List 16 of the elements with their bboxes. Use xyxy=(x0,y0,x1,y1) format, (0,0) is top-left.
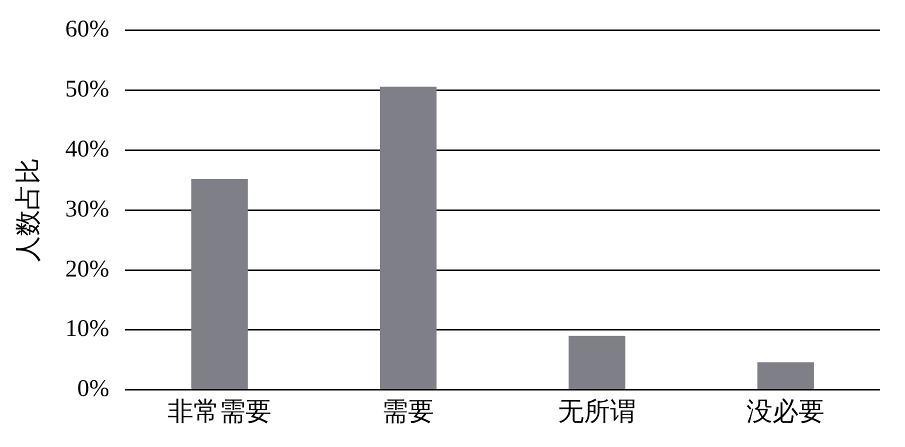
y-tick-label: 30% xyxy=(65,196,110,222)
bar xyxy=(568,336,626,390)
y-tick-label: 60% xyxy=(65,16,110,43)
y-tick-label: 10% xyxy=(65,316,110,342)
y-axis-title: 人数占比 xyxy=(13,158,42,262)
x-tick-label: 需要 xyxy=(382,397,434,426)
x-tick-label: 无所谓 xyxy=(558,397,636,426)
bar xyxy=(380,86,437,390)
x-tick-label: 没必要 xyxy=(746,397,825,426)
y-tick-label: 20% xyxy=(65,256,110,282)
y-tick-label: 0% xyxy=(77,376,110,402)
y-tick-label: 40% xyxy=(65,136,110,162)
bar xyxy=(757,362,814,390)
y-tick-label: 50% xyxy=(65,76,110,103)
bar xyxy=(191,178,248,390)
x-tick-label: 非常需要 xyxy=(168,397,272,426)
